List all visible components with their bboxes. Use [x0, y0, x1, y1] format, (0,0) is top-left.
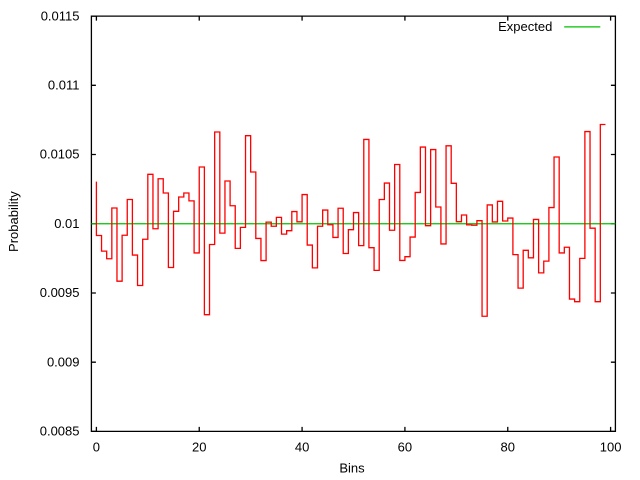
svg-text:80: 80: [501, 440, 515, 455]
svg-text:60: 60: [398, 440, 412, 455]
svg-text:0.009: 0.009: [47, 354, 80, 369]
svg-text:Expected: Expected: [498, 19, 552, 34]
svg-text:0.0095: 0.0095: [40, 285, 80, 300]
svg-text:0.0105: 0.0105: [40, 147, 80, 162]
svg-text:40: 40: [295, 440, 309, 455]
svg-text:0.011: 0.011: [48, 78, 80, 93]
svg-text:100: 100: [600, 440, 622, 455]
svg-text:0.01: 0.01: [54, 216, 79, 231]
svg-text:0.0115: 0.0115: [41, 8, 80, 23]
svg-text:20: 20: [192, 440, 206, 455]
svg-text:0: 0: [93, 440, 100, 455]
svg-text:Bins: Bins: [339, 461, 365, 476]
svg-text:Probability: Probability: [6, 191, 21, 252]
svg-text:0.0085: 0.0085: [40, 424, 80, 439]
